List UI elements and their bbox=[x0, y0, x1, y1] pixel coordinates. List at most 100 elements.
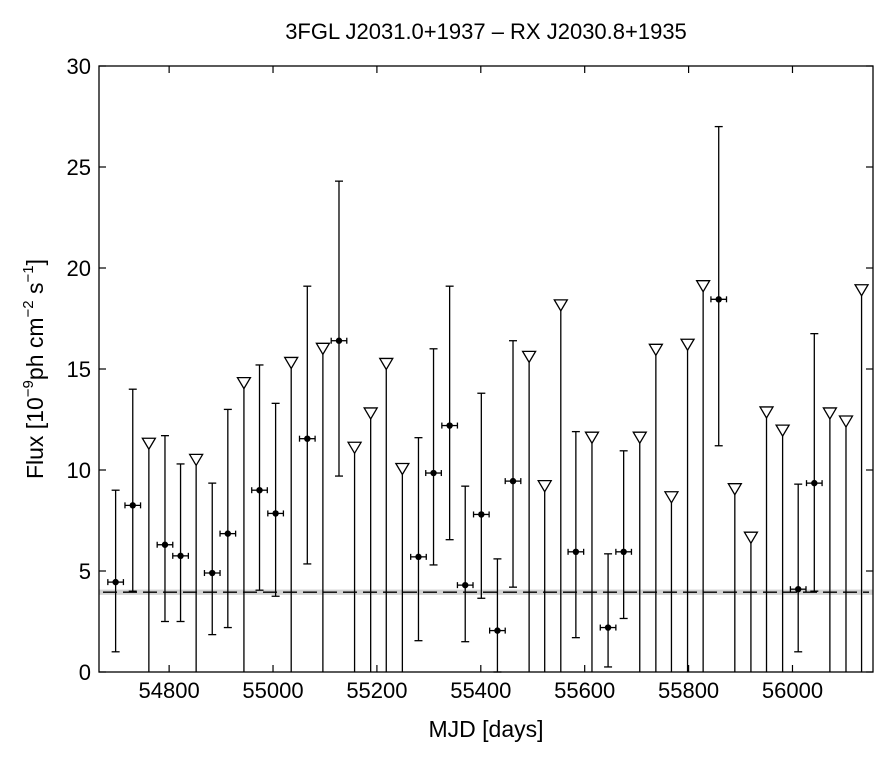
upper-limit bbox=[378, 357, 394, 672]
detection-point bbox=[805, 332, 823, 592]
x-tick-label: 55000 bbox=[242, 678, 303, 703]
x-tick-label: 54800 bbox=[139, 678, 200, 703]
upper-limit-marker bbox=[394, 462, 411, 476]
detection-marker bbox=[209, 569, 216, 577]
series-layer bbox=[107, 125, 870, 673]
plot-area: 54800 55000 55200 55400 55600 55800 56000 0 5 10… bbox=[67, 54, 874, 703]
upper-limit bbox=[584, 431, 600, 672]
detection-point bbox=[124, 388, 142, 592]
upper-limit-marker bbox=[727, 483, 743, 496]
y-axis-label-exp3: −1 bbox=[20, 265, 37, 282]
y-tick-label: 10 bbox=[67, 458, 91, 483]
detection-point bbox=[267, 402, 285, 597]
detection-marker bbox=[256, 487, 263, 494]
detection-marker bbox=[509, 477, 517, 485]
detection-marker bbox=[811, 479, 818, 487]
y-axis-label-exp1: −9 bbox=[20, 380, 37, 397]
upper-limit-marker bbox=[822, 407, 838, 421]
y-axis: 0 5 10 15 20 25 30 bbox=[67, 54, 873, 685]
upper-limit bbox=[758, 406, 775, 672]
detection-point bbox=[107, 489, 125, 653]
x-tick-label: 55800 bbox=[658, 678, 719, 703]
upper-limit bbox=[394, 462, 411, 672]
x-axis: 54800 55000 55200 55400 55600 55800 56000 bbox=[139, 66, 823, 703]
upper-limit-marker bbox=[584, 431, 600, 445]
upper-limit bbox=[363, 407, 379, 672]
y-tick-label: 0 bbox=[79, 660, 91, 685]
upper-limit bbox=[743, 531, 759, 672]
x-axis-label: MJD [days] bbox=[428, 716, 543, 742]
detection-point bbox=[410, 437, 427, 642]
detection-point bbox=[219, 408, 237, 629]
upper-limit-marker bbox=[315, 342, 331, 356]
upper-limit bbox=[553, 299, 569, 672]
detection-marker bbox=[794, 585, 802, 593]
upper-limit-marker bbox=[632, 431, 648, 445]
x-tick-label: 55200 bbox=[346, 678, 407, 703]
detection-marker bbox=[335, 337, 343, 344]
upper-limit bbox=[188, 453, 204, 672]
upper-limit-marker bbox=[236, 376, 252, 390]
detection-marker bbox=[478, 511, 485, 518]
upper-limit-marker bbox=[283, 356, 299, 370]
detection-marker bbox=[572, 548, 580, 556]
detection-point bbox=[298, 285, 316, 565]
detection-point bbox=[251, 364, 268, 591]
upper-limit bbox=[346, 441, 363, 672]
detection-marker bbox=[224, 530, 232, 537]
detection-point bbox=[203, 482, 221, 636]
detection-point bbox=[615, 450, 633, 620]
upper-limit-marker bbox=[853, 284, 870, 297]
detection-point bbox=[567, 430, 585, 639]
detection-marker bbox=[715, 296, 722, 303]
y-axis-label: Flux [10−9ph cm−2 s−1] bbox=[20, 259, 48, 479]
detection-marker bbox=[161, 541, 169, 548]
detection-point bbox=[504, 340, 522, 588]
y-tick-label: 30 bbox=[67, 54, 91, 79]
baseline-layer bbox=[99, 589, 873, 595]
y-tick-label: 5 bbox=[79, 559, 91, 584]
detection-point bbox=[472, 392, 490, 599]
upper-limit-marker bbox=[378, 357, 394, 371]
detection-marker bbox=[462, 581, 469, 589]
upper-limit bbox=[838, 415, 854, 672]
detection-marker bbox=[272, 510, 279, 517]
upper-limit bbox=[822, 407, 838, 672]
upper-limit bbox=[236, 376, 252, 672]
y-axis-label-prefix: Flux [10 bbox=[22, 397, 48, 479]
upper-limit bbox=[521, 350, 537, 672]
plot-frame bbox=[99, 66, 873, 672]
upper-limit bbox=[648, 343, 664, 672]
chart-title: 3FGL J2031.0+1937 – RX J2030.8+1935 bbox=[285, 19, 687, 44]
y-axis-label-suffix: ] bbox=[22, 259, 48, 265]
detection-marker bbox=[494, 627, 501, 634]
upper-limit-marker bbox=[838, 415, 854, 429]
detection-point bbox=[599, 553, 617, 668]
detection-point bbox=[330, 180, 348, 477]
upper-limit-marker bbox=[743, 531, 759, 545]
upper-limit-marker bbox=[537, 480, 553, 493]
detection-marker bbox=[446, 422, 453, 429]
upper-limit bbox=[774, 424, 791, 672]
upper-limit bbox=[632, 431, 648, 672]
y-axis-label-exp2: −2 bbox=[20, 300, 37, 317]
y-axis-label-mid1: ph cm bbox=[22, 317, 48, 380]
upper-limit-marker bbox=[695, 280, 711, 293]
detection-marker bbox=[177, 552, 184, 560]
detection-point bbox=[156, 435, 174, 623]
upper-limit-marker bbox=[363, 407, 379, 421]
detection-point bbox=[710, 125, 728, 447]
detection-marker bbox=[112, 578, 119, 586]
detection-point bbox=[789, 483, 807, 653]
upper-limit-marker bbox=[648, 343, 664, 357]
upper-limit bbox=[315, 342, 331, 672]
detection-point bbox=[425, 348, 442, 566]
upper-limit bbox=[853, 284, 870, 672]
detection-point bbox=[456, 485, 474, 643]
detection-marker bbox=[620, 548, 627, 556]
detection-marker bbox=[304, 435, 311, 442]
upper-limit-marker bbox=[758, 406, 775, 420]
upper-limit bbox=[283, 356, 299, 672]
detection-marker bbox=[430, 469, 437, 477]
x-tick-label: 55600 bbox=[554, 678, 615, 703]
